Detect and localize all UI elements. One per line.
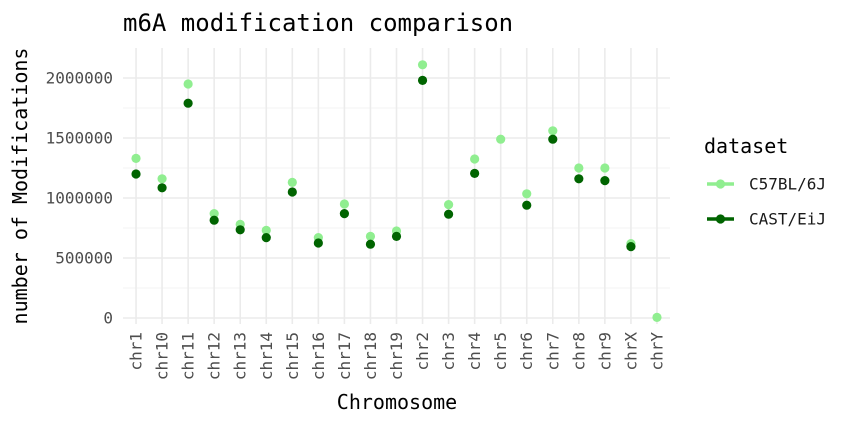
legend: dataset C57BL/6J CAST/EiJ: [704, 134, 826, 229]
series-points: [131, 75, 636, 252]
chart-title: m6A modification comparison: [123, 9, 513, 37]
y-axis-title: number of Modifications: [8, 48, 32, 325]
x-tick-label: chr5: [491, 332, 510, 371]
data-point: [365, 239, 376, 249]
data-point: [209, 215, 219, 225]
data-point: [652, 312, 662, 322]
data-point: [131, 169, 141, 179]
data-points: [131, 60, 662, 322]
x-tick-label: chr16: [309, 332, 328, 380]
x-tick-label: chrX: [621, 332, 640, 371]
data-point: [157, 183, 167, 193]
data-point: [261, 233, 271, 243]
x-tick-label: chr13: [231, 332, 250, 380]
x-tick-label: chr14: [257, 332, 276, 380]
data-point: [157, 174, 167, 184]
data-point: [287, 177, 297, 187]
x-tick-label: chr3: [439, 332, 458, 371]
y-tick-label: 1500000: [46, 129, 113, 148]
data-point: [261, 225, 271, 235]
legend-label: C57BL/6J: [749, 175, 826, 194]
legend-key-point: [715, 179, 726, 189]
y-axis-ticks: 0 500000 1000000 1500000 2000000: [46, 69, 113, 328]
x-axis-ticks: chr1 chr10 chr11 chr12 chr13 chr14 chr15 chr16 c…: [127, 332, 667, 381]
x-tick-label: chr12: [205, 332, 224, 380]
data-point: [339, 199, 350, 209]
y-tick-label: 0: [103, 309, 113, 328]
data-point: [339, 209, 350, 219]
x-tick-label: chr17: [335, 332, 354, 380]
grid: [123, 48, 670, 324]
data-point: [626, 242, 636, 252]
data-point: [443, 209, 454, 219]
data-point: [209, 209, 219, 219]
y-tick-label: 2000000: [46, 69, 113, 88]
legend-label: CAST/EiJ: [749, 210, 826, 229]
x-tick-label: chr1: [127, 332, 146, 371]
data-point: [183, 79, 193, 89]
data-point: [131, 153, 141, 163]
data-point: [470, 154, 480, 164]
data-point: [183, 98, 193, 108]
x-tick-label: chr8: [569, 332, 588, 371]
x-tick-label: chrY: [647, 332, 666, 371]
data-point: [365, 231, 376, 241]
data-point: [548, 126, 558, 136]
data-point: [417, 60, 428, 70]
data-point: [522, 200, 532, 210]
data-point: [496, 134, 506, 144]
legend-items: C57BL/6J CAST/EiJ: [707, 175, 826, 229]
x-tick-label: chr19: [387, 332, 406, 380]
data-point: [235, 225, 245, 235]
legend-item: CAST/EiJ: [707, 210, 826, 229]
legend-title: dataset: [704, 134, 788, 158]
data-point: [574, 174, 584, 184]
data-point: [313, 238, 323, 248]
data-point: [574, 163, 584, 173]
x-tick-label: chr4: [465, 332, 484, 371]
x-tick-label: chr2: [413, 332, 432, 371]
x-tick-label: chr15: [283, 332, 302, 380]
x-axis-title: Chromosome: [337, 390, 457, 414]
x-tick-label: chr18: [361, 332, 380, 380]
legend-key-point: [715, 214, 726, 224]
y-tick-label: 1000000: [46, 189, 113, 208]
data-point: [391, 231, 402, 241]
data-point: [600, 176, 610, 186]
data-point: [548, 134, 558, 144]
legend-item: C57BL/6J: [707, 175, 826, 194]
data-point: [470, 168, 480, 178]
x-tick-label: chr10: [153, 332, 172, 380]
x-tick-label: chr7: [543, 332, 562, 371]
data-point: [287, 187, 297, 197]
data-point: [443, 200, 454, 210]
data-point: [522, 189, 532, 199]
data-point: [417, 75, 428, 85]
x-tick-label: chr11: [179, 332, 198, 380]
data-point: [600, 163, 610, 173]
y-tick-label: 500000: [55, 249, 113, 268]
x-tick-label: chr9: [595, 332, 614, 371]
x-tick-label: chr6: [517, 332, 536, 371]
